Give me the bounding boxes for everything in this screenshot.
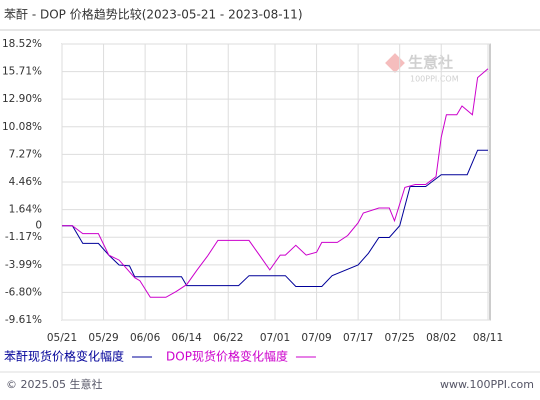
- y-tick-label: 7.27%: [9, 148, 42, 160]
- x-tick-label: 07/25: [385, 332, 415, 344]
- y-tick-label: 18.52%: [2, 38, 42, 50]
- series-line: [62, 68, 489, 298]
- y-tick-label: 0: [35, 220, 42, 232]
- y-tick-label: 10.08%: [2, 121, 42, 133]
- x-tick-label: 05/29: [88, 332, 118, 344]
- x-tick-label: 07/17: [343, 332, 373, 344]
- y-tick-label: 12.90%: [2, 93, 42, 105]
- x-tick-label: 08/11: [473, 332, 503, 344]
- x-tick-label: 07/01: [260, 332, 290, 344]
- y-tick-label: -9.61%: [5, 314, 42, 326]
- x-tick-label: 05/21: [47, 332, 77, 344]
- y-tick-label: 1.64%: [9, 204, 42, 216]
- x-tick-label: 06/22: [213, 332, 243, 344]
- y-tick-label: -1.17%: [5, 231, 42, 243]
- y-tick-label: 4.46%: [9, 176, 42, 188]
- y-tick-label: -3.99%: [5, 259, 42, 271]
- footer-copyright: © 2025.05 生意社: [6, 377, 102, 391]
- legend-label: DOP现货价格变化幅度: [166, 349, 288, 364]
- y-tick-label: -6.80%: [5, 286, 42, 298]
- legend-label: 苯酐现货价格变化幅度: [4, 349, 124, 364]
- y-tick-label: 15.71%: [2, 66, 42, 78]
- x-tick-label: 06/06: [130, 332, 161, 344]
- footer-website: www.100PPI.com: [440, 378, 534, 391]
- x-tick-label: 06/14: [172, 332, 203, 344]
- watermark-name: 生意社: [408, 54, 453, 72]
- chart-title: 苯酐 - DOP 价格趋势比较(2023-05-21 - 2023-08-11): [4, 7, 303, 22]
- x-tick-label: 07/09: [301, 332, 331, 344]
- x-tick-label: 08/02: [426, 332, 456, 344]
- watermark-site: 100PPI.COM: [410, 75, 459, 84]
- series-line: [62, 149, 488, 287]
